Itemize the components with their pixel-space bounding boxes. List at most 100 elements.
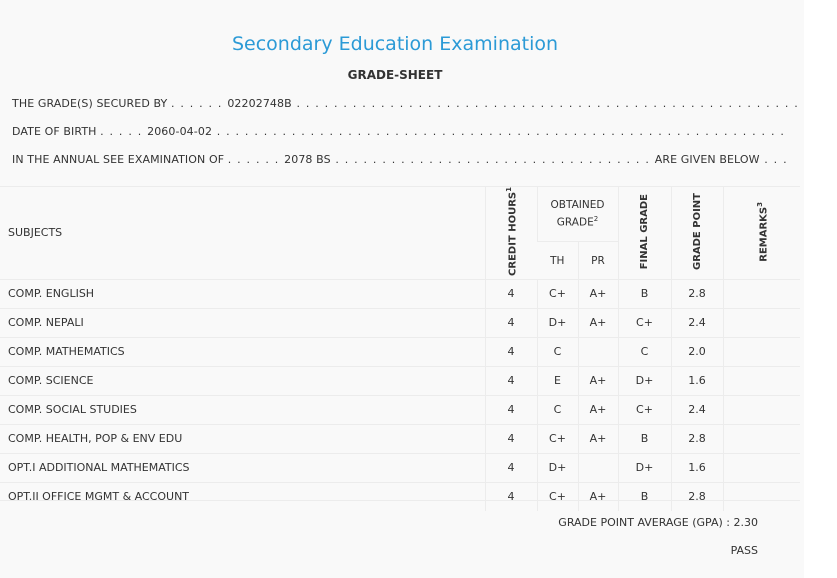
th-cell: D+ [536, 307, 578, 338]
final-grade-cell: D+ [617, 365, 671, 396]
obtained-grade-label: OBTAINED GRADE [550, 199, 605, 229]
obtained-grade-header: OBTAINED GRADE2 [536, 185, 618, 242]
secured-by-label: THE GRADE(S) SECURED BY [12, 97, 168, 110]
th-cell: C [536, 336, 578, 367]
grade-point-cell: 2.0 [670, 336, 723, 367]
credit-cell: 4 [484, 278, 537, 309]
credit-cell: 4 [484, 452, 537, 483]
credit-cell: 4 [484, 365, 537, 396]
subject-cell: COMP. MATHEMATICS [0, 336, 485, 367]
pr-header: PR [577, 241, 618, 280]
remarks-header: REMARKS3 [722, 186, 800, 280]
grade-point-cell: 2.4 [670, 394, 723, 425]
th-cell: C+ [536, 423, 578, 454]
gpa-label: GRADE POINT AVERAGE (GPA) : [558, 516, 730, 529]
final-grade-cell: C+ [617, 394, 671, 425]
page-subtitle: GRADE-SHEET [347, 68, 443, 82]
table-row: COMP. ENGLISH 4 C+ A+ B 2.8 [0, 278, 800, 309]
grade-point-label: GRADE POINT [691, 192, 703, 270]
credit-cell: 4 [484, 336, 537, 367]
subject-cell: COMP. HEALTH, POP & ENV EDU [0, 423, 485, 454]
grade-point-header: GRADE POINT [670, 186, 723, 280]
subject-cell: COMP. SOCIAL STUDIES [0, 394, 485, 425]
grade-point-cell: 2.8 [670, 278, 723, 309]
exam-line: IN THE ANNUAL SEE EXAMINATION OF . . . .… [12, 153, 788, 166]
subject-cell: COMP. SCIENCE [0, 365, 485, 396]
obtained-sup: 2 [593, 215, 599, 224]
pr-cell: A+ [577, 481, 618, 511]
credit-cell: 4 [484, 423, 537, 454]
pr-cell: A+ [577, 365, 618, 396]
symbol-number: 02202748B [227, 97, 292, 110]
subject-cell: COMP. ENGLISH [0, 278, 485, 309]
remarks-cell [722, 394, 800, 425]
result-status: PASS [730, 544, 758, 557]
remarks-cell [722, 365, 800, 396]
grade-sheet: Secondary Education Examination GRADE-SH… [0, 33, 800, 557]
credit-cell: 4 [484, 307, 537, 338]
page-title: Secondary Education Examination [231, 33, 559, 55]
pr-cell: A+ [577, 278, 618, 309]
table-row: OPT.I ADDITIONAL MATHEMATICS 4 D+ D+ 1.6 [0, 452, 800, 483]
table-row: COMP. NEPALI 4 D+ A+ C+ 2.4 [0, 307, 800, 338]
credit-cell: 4 [484, 481, 537, 511]
th-cell: C+ [536, 278, 578, 309]
dob-label: DATE OF BIRTH [12, 125, 97, 138]
remarks-cell [722, 423, 800, 454]
final-grade-cell: B [617, 481, 671, 511]
grade-point-cell: 1.6 [670, 452, 723, 483]
grade-point-cell: 2.8 [670, 423, 723, 454]
given-below-label: ARE GIVEN BELOW [654, 153, 760, 166]
grade-point-cell: 2.8 [670, 481, 723, 511]
grade-point-cell: 1.6 [670, 365, 723, 396]
pr-cell: A+ [577, 307, 618, 338]
remarks-cell [722, 307, 800, 338]
final-grade-cell: B [617, 278, 671, 309]
credit-cell: 4 [484, 394, 537, 425]
pr-cell: A+ [577, 423, 618, 454]
grade-point-cell: 2.4 [670, 307, 723, 338]
table-row: COMP. MATHEMATICS 4 C C 2.0 [0, 336, 800, 367]
pr-cell [577, 336, 618, 367]
credit-hours-header: CREDIT HOURS1 [484, 186, 537, 280]
credit-sup: 1 [504, 187, 513, 192]
subject-cell: COMP. NEPALI [0, 307, 485, 338]
gpa-value: 2.30 [733, 516, 759, 529]
subject-cell: OPT.I ADDITIONAL MATHEMATICS [0, 452, 485, 483]
gpa-summary: GRADE POINT AVERAGE (GPA) : 2.30 [558, 516, 758, 529]
final-grade-header: FINAL GRADE [617, 186, 671, 280]
th-header: TH [537, 241, 578, 280]
final-grade-cell: C+ [617, 307, 671, 338]
th-cell: C [536, 394, 578, 425]
dob-value: 2060-04-02 [147, 125, 213, 138]
subjects-header: SUBJECTS [0, 186, 485, 280]
remarks-label: REMARKS [757, 206, 769, 262]
dob-line: DATE OF BIRTH . . . . . 2060-04-02 . . .… [12, 125, 786, 138]
final-grade-cell: D+ [617, 452, 671, 483]
final-grade-cell: C [617, 336, 671, 367]
final-grade-cell: B [617, 423, 671, 454]
th-cell: C+ [536, 481, 578, 511]
table-row: COMP. HEALTH, POP & ENV EDU 4 C+ A+ B 2.… [0, 423, 800, 454]
pr-cell [577, 452, 618, 483]
table-row: COMP. SCIENCE 4 E A+ D+ 1.6 [0, 365, 800, 396]
remarks-cell [722, 452, 800, 483]
page-margin [804, 0, 837, 578]
remarks-sup: 3 [755, 201, 764, 207]
remarks-cell [722, 481, 800, 511]
th-cell: D+ [536, 452, 578, 483]
secured-by-line: THE GRADE(S) SECURED BY . . . . . . 0220… [12, 97, 799, 110]
grades-table: SUBJECTS CREDIT HOURS1 OBTAINED GRADE2 F… [0, 185, 800, 511]
pr-cell: A+ [577, 394, 618, 425]
exam-label: IN THE ANNUAL SEE EXAMINATION OF [12, 153, 225, 166]
final-grade-label: FINAL GRADE [639, 193, 650, 270]
th-cell: E [536, 365, 578, 396]
table-bottom-divider [0, 500, 800, 501]
remarks-cell [722, 336, 800, 367]
table-row: COMP. SOCIAL STUDIES 4 C A+ C+ 2.4 [0, 394, 800, 425]
subject-cell: OPT.II OFFICE MGMT & ACCOUNT [0, 481, 485, 511]
table-row: OPT.II OFFICE MGMT & ACCOUNT 4 C+ A+ B 2… [0, 481, 800, 511]
credit-hours-label: CREDIT HOURS [507, 191, 519, 276]
remarks-cell [722, 278, 800, 309]
exam-year: 2078 BS [284, 153, 331, 166]
